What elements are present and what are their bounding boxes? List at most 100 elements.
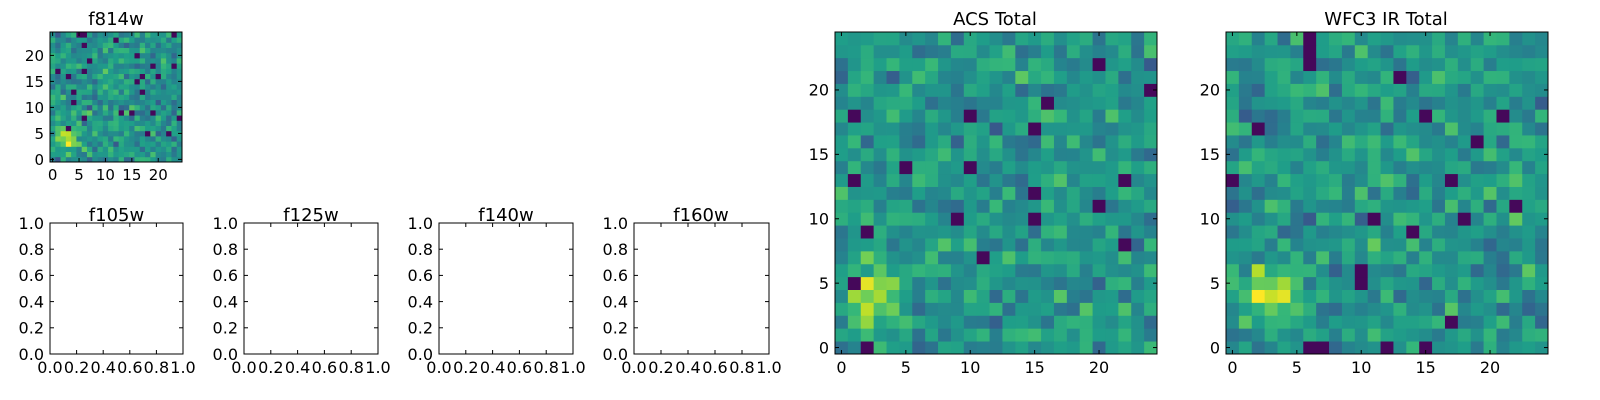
heatmap-cell [1238,173,1253,187]
heatmap-cell [847,250,862,265]
heatmap-cell [1118,83,1132,97]
heatmap-cell [108,32,114,38]
heatmap-cell [1118,122,1132,136]
heatmap-cell [129,89,135,95]
heatmap-cell [1290,212,1304,226]
heatmap-cell [139,99,146,106]
heatmap-cell [1105,250,1119,265]
heatmap-cell [50,84,56,90]
heatmap-cell [60,78,67,85]
x-tick-label: 15 [1415,358,1435,377]
heatmap-cell [176,32,183,38]
heatmap-cell [912,32,926,46]
heatmap-cell [1277,276,1291,290]
heatmap-cell [139,125,146,132]
heatmap-cell [886,276,900,290]
heatmap-cell [835,289,849,303]
heatmap-cell [1316,96,1330,110]
heatmap-cell [938,302,952,316]
heatmap-cell [81,52,88,59]
heatmap-cell [102,151,109,158]
heatmap-cell [1277,186,1291,200]
heatmap-cell [989,32,1003,46]
heatmap-cell [92,63,98,69]
heatmap-cell [835,225,849,239]
y-tick-label: 0.0 [19,345,44,364]
heatmap-cell [102,37,109,43]
heatmap-cell [1419,32,1433,46]
heatmap-cell [129,136,135,142]
heatmap-cell [1144,135,1158,149]
heatmap-cell [1053,315,1068,329]
heatmap-cell [60,52,67,59]
heatmap-cell [835,96,849,110]
heatmap-cell [1290,173,1304,187]
heatmap-cell [71,47,77,54]
heatmap-cell [134,68,141,74]
heatmap-cell [1535,122,1549,136]
heatmap-cell [1277,250,1291,265]
heatmap-cell [1238,44,1253,59]
heatmap-cell [55,110,61,116]
x-tick-label: 10 [960,358,980,377]
heatmap-cell [129,42,135,48]
heatmap-cell [1457,225,1472,239]
heatmap-cell [160,120,167,126]
panel-title: f814w [88,9,143,30]
heatmap-cell [1066,32,1081,46]
heatmap-cell [1079,328,1093,342]
heatmap-cell [1066,135,1081,149]
heatmap-cell [1002,160,1016,175]
heatmap-cell [1380,276,1394,290]
heatmap-cell [171,47,178,54]
heatmap-cell [1419,212,1433,226]
axes-f140w: 0.0 0.2 0.4 0.6 0.8 1.00.00.20.40.60.81.0 [408,214,586,377]
heatmap-cell [912,276,926,290]
heatmap-cell [1303,70,1317,84]
heatmap-cell [860,186,875,200]
heatmap-cell [1251,109,1266,123]
heatmap-cell [1079,122,1093,136]
heatmap-cell [1444,238,1459,252]
heatmap-cell [1105,238,1119,252]
heatmap-cell [1509,186,1523,200]
heatmap-cell [1470,44,1484,59]
heatmap-cell [1105,160,1119,175]
heatmap-cell [1053,225,1068,239]
heatmap-cell [1457,199,1472,213]
heatmap-cell [1226,135,1240,149]
heatmap-cell [1393,83,1407,97]
heatmap-cell [1470,328,1484,342]
heatmap-cell [1457,70,1472,84]
heatmap-cell [1277,83,1291,97]
heatmap-cell [145,52,151,59]
axes-frame [49,222,184,355]
heatmap-cell [160,125,167,132]
heatmap-cell [150,47,156,54]
heatmap-cell [123,94,130,100]
heatmap-cell [1341,44,1356,59]
heatmap-cell [1105,57,1119,72]
heatmap-cell [123,120,130,126]
heatmap-cell [145,136,151,142]
heatmap-cell [925,70,939,84]
heatmap-cell [171,141,178,147]
heatmap-cell [1053,83,1068,97]
heatmap-cell [1002,70,1016,84]
heatmap-cell [1367,289,1381,303]
heatmap-cell [1238,276,1253,290]
heatmap-cell [1354,135,1369,149]
heatmap-cell [1483,302,1497,316]
heatmap-cell [1393,109,1407,123]
heatmap-cell [176,37,183,43]
heatmap-cell [1432,250,1446,265]
heatmap-cell [71,58,77,64]
heatmap-cell [1483,160,1497,175]
heatmap-cell [113,120,120,126]
heatmap-cell [1496,250,1510,265]
heatmap-cell [1509,32,1523,46]
heatmap-cell [1251,44,1266,59]
y-tick-label: 10 [25,99,44,117]
heatmap-cell [1092,212,1106,226]
